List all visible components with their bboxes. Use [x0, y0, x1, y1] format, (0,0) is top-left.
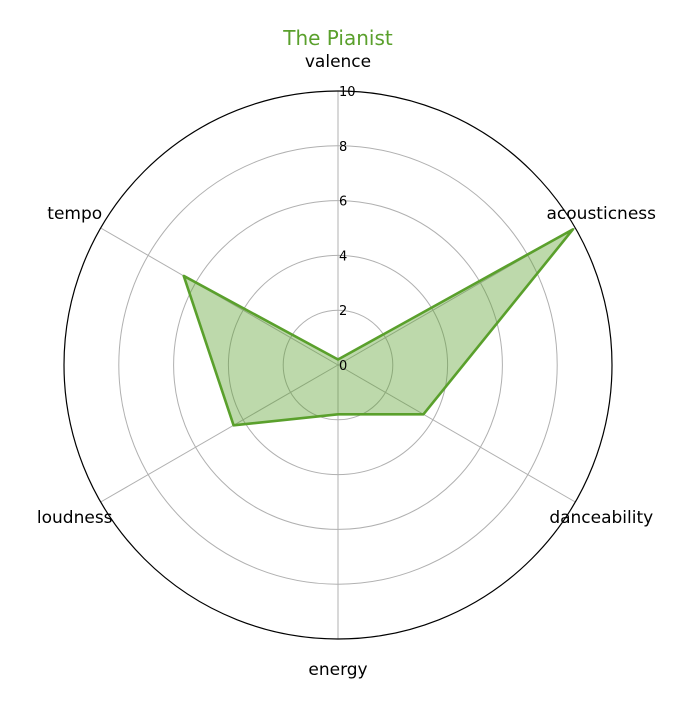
- axis-label-acousticness: acousticness: [547, 204, 657, 224]
- outer-ring: [63, 90, 613, 640]
- tick-label-4: 4: [339, 249, 347, 264]
- axis-label-valence: valence: [305, 52, 371, 72]
- series-layer: [182, 228, 575, 427]
- spoke-danceability: [337, 364, 576, 503]
- tick-label-6: 6: [339, 195, 347, 210]
- series-area: [183, 229, 573, 426]
- radial-tick-labels: 0 2 4 6 8 10: [339, 85, 356, 374]
- spoke-loudness: [100, 364, 339, 503]
- axis-label-energy: energy: [308, 660, 367, 680]
- axis-labels: valence acousticness danceability energy lou…: [37, 52, 656, 680]
- axis-label-danceability: danceability: [549, 508, 653, 528]
- tick-label-8: 8: [339, 140, 347, 155]
- tick-label-0: 0: [339, 359, 347, 374]
- tick-label-10: 10: [339, 85, 356, 100]
- axis-label-loudness: loudness: [37, 508, 113, 528]
- tick-label-2: 2: [339, 304, 347, 319]
- chart-title: The Pianist: [282, 26, 393, 50]
- axis-label-tempo: tempo: [47, 204, 102, 224]
